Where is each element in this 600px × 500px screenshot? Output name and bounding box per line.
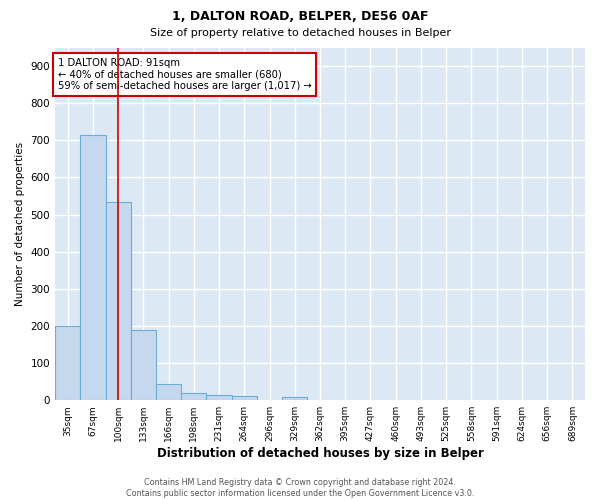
Text: 1, DALTON ROAD, BELPER, DE56 0AF: 1, DALTON ROAD, BELPER, DE56 0AF — [172, 10, 428, 23]
Text: Size of property relative to detached houses in Belper: Size of property relative to detached ho… — [149, 28, 451, 38]
Text: Contains HM Land Registry data © Crown copyright and database right 2024.
Contai: Contains HM Land Registry data © Crown c… — [126, 478, 474, 498]
Text: 1 DALTON ROAD: 91sqm
← 40% of detached houses are smaller (680)
59% of semi-deta: 1 DALTON ROAD: 91sqm ← 40% of detached h… — [58, 58, 311, 92]
Bar — [131, 330, 156, 400]
Bar — [55, 326, 80, 400]
X-axis label: Distribution of detached houses by size in Belper: Distribution of detached houses by size … — [157, 447, 484, 460]
Bar — [181, 393, 206, 400]
Bar — [156, 384, 181, 400]
Bar — [206, 396, 232, 400]
Y-axis label: Number of detached properties: Number of detached properties — [15, 142, 25, 306]
Bar — [232, 396, 257, 400]
Bar — [106, 202, 131, 400]
Bar — [282, 397, 307, 400]
Bar — [80, 134, 106, 400]
